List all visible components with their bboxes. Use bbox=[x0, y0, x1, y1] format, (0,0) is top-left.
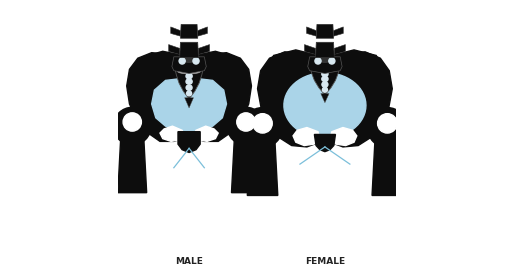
Polygon shape bbox=[198, 45, 210, 55]
Polygon shape bbox=[127, 53, 182, 132]
Polygon shape bbox=[306, 27, 316, 36]
Polygon shape bbox=[263, 50, 387, 147]
Circle shape bbox=[323, 71, 328, 76]
Polygon shape bbox=[180, 42, 198, 57]
Text: MALE: MALE bbox=[175, 258, 203, 267]
Polygon shape bbox=[185, 98, 193, 108]
Polygon shape bbox=[315, 134, 336, 152]
Circle shape bbox=[368, 108, 407, 148]
Polygon shape bbox=[309, 66, 340, 95]
Circle shape bbox=[179, 58, 185, 64]
Polygon shape bbox=[196, 53, 251, 132]
Polygon shape bbox=[171, 27, 180, 36]
Circle shape bbox=[315, 58, 321, 64]
Circle shape bbox=[114, 107, 151, 145]
Circle shape bbox=[323, 76, 328, 81]
Circle shape bbox=[329, 58, 335, 64]
Circle shape bbox=[227, 107, 265, 145]
Polygon shape bbox=[333, 52, 392, 140]
Circle shape bbox=[186, 79, 191, 84]
Polygon shape bbox=[134, 51, 245, 141]
Polygon shape bbox=[334, 27, 343, 36]
Circle shape bbox=[187, 74, 192, 79]
Polygon shape bbox=[284, 73, 366, 138]
Circle shape bbox=[243, 108, 283, 148]
Polygon shape bbox=[175, 67, 204, 99]
Circle shape bbox=[322, 71, 327, 76]
Polygon shape bbox=[193, 126, 218, 141]
Polygon shape bbox=[160, 126, 185, 141]
Polygon shape bbox=[334, 45, 345, 55]
Circle shape bbox=[186, 85, 191, 90]
Circle shape bbox=[322, 82, 327, 87]
Circle shape bbox=[187, 85, 192, 90]
Polygon shape bbox=[372, 143, 402, 195]
Polygon shape bbox=[152, 78, 227, 132]
Circle shape bbox=[323, 82, 328, 87]
Polygon shape bbox=[178, 132, 200, 153]
Circle shape bbox=[253, 114, 272, 133]
Circle shape bbox=[193, 58, 199, 64]
Circle shape bbox=[186, 74, 191, 79]
Circle shape bbox=[187, 91, 192, 96]
Polygon shape bbox=[316, 42, 334, 57]
Circle shape bbox=[187, 79, 192, 84]
Circle shape bbox=[322, 76, 327, 81]
Circle shape bbox=[237, 113, 255, 131]
Polygon shape bbox=[258, 52, 317, 140]
Circle shape bbox=[378, 114, 397, 133]
Circle shape bbox=[123, 113, 141, 131]
Polygon shape bbox=[330, 127, 357, 146]
Polygon shape bbox=[308, 57, 342, 73]
Polygon shape bbox=[293, 127, 320, 146]
Polygon shape bbox=[304, 45, 316, 55]
Polygon shape bbox=[321, 94, 329, 103]
Ellipse shape bbox=[316, 57, 334, 62]
Circle shape bbox=[322, 87, 327, 92]
Polygon shape bbox=[316, 24, 334, 38]
Polygon shape bbox=[231, 140, 260, 193]
Polygon shape bbox=[198, 27, 208, 36]
Text: FEMALE: FEMALE bbox=[305, 258, 345, 267]
Polygon shape bbox=[180, 24, 198, 38]
Ellipse shape bbox=[313, 67, 337, 72]
Ellipse shape bbox=[180, 57, 198, 62]
Polygon shape bbox=[172, 57, 206, 73]
Ellipse shape bbox=[177, 68, 201, 74]
Polygon shape bbox=[247, 143, 278, 195]
Polygon shape bbox=[169, 45, 180, 55]
Polygon shape bbox=[118, 140, 146, 193]
